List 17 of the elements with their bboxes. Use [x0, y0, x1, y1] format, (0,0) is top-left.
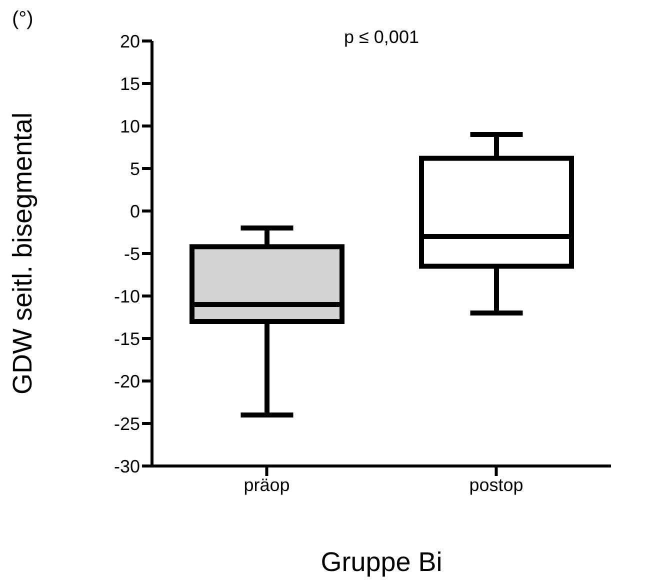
- y-tick-label: -25: [114, 414, 140, 434]
- y-tick-label: 0: [130, 201, 140, 222]
- y-tick-label: -10: [114, 286, 140, 306]
- text: (°): [12, 8, 34, 31]
- y-tick-label: -30: [114, 456, 140, 476]
- y-tick-label: 5: [130, 158, 140, 179]
- y-axis-title: GDW seitl. bisegmental: [8, 112, 38, 395]
- x-axis-title: Gruppe Bi: [320, 547, 442, 577]
- annotation: p ≤ 0,001: [343, 27, 420, 48]
- y-tick-label: 15: [120, 74, 140, 94]
- y-tick-label: -15: [114, 328, 140, 349]
- x-tick-label: präop: [244, 474, 290, 495]
- y-tick-label: 20: [120, 31, 140, 52]
- y-tick-label: -5: [124, 244, 140, 264]
- x-tick-label: postop: [469, 474, 524, 495]
- y-tick-label: -20: [114, 371, 140, 392]
- y-tick-label: 10: [120, 116, 140, 136]
